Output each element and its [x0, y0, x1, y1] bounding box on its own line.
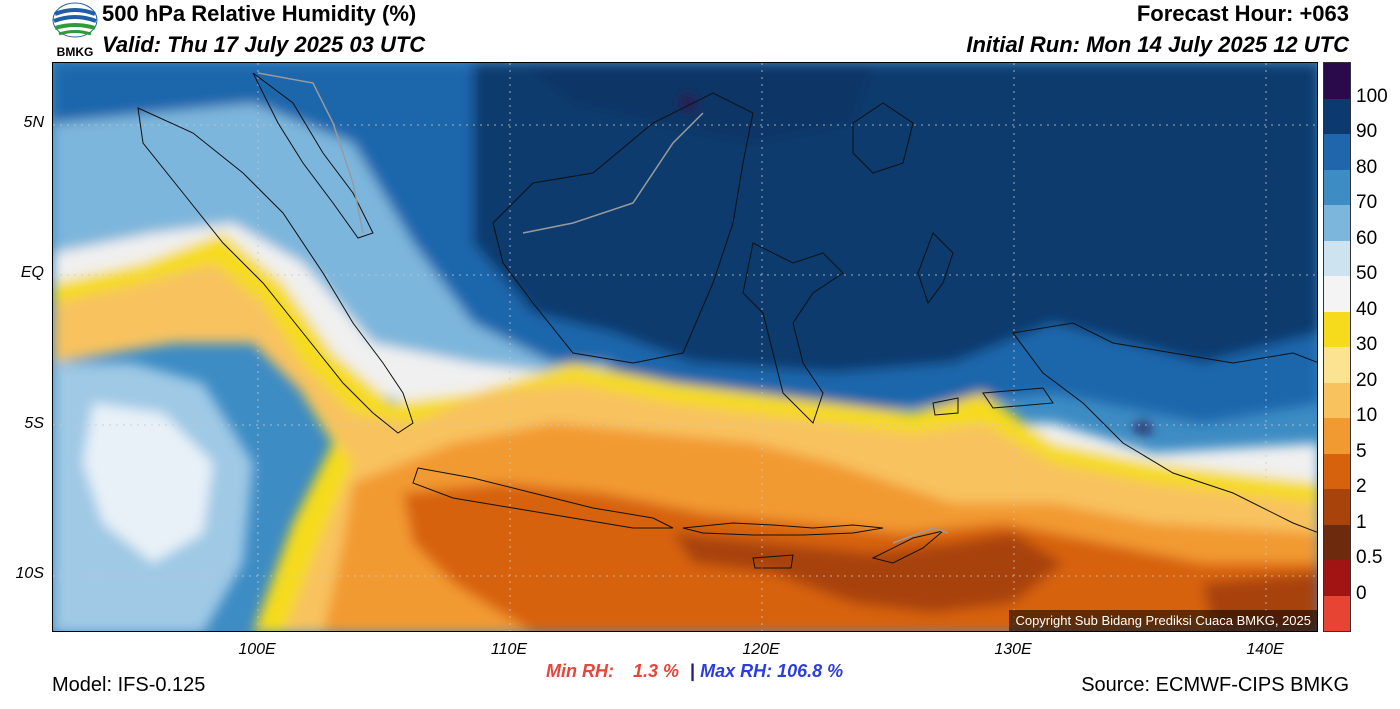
colorbar-label: 70 [1356, 192, 1378, 213]
colorbar-swatch [1324, 453, 1350, 489]
colorbar-swatch [1324, 347, 1350, 383]
max-rh-value: 106.8 % [777, 661, 844, 681]
initial-run: Initial Run: Mon 14 July 2025 12 UTC [966, 32, 1349, 57]
stats-separator: | [690, 661, 696, 681]
lat-label: 5N [23, 114, 44, 131]
colorbar-swatch [1324, 134, 1350, 170]
model-label: Model: IFS-0.125 [52, 674, 206, 696]
lon-label: 140E [1246, 641, 1284, 658]
colorbar-label: 0 [1356, 582, 1367, 604]
lon-label: 110E [490, 641, 528, 658]
colorbar-label: 0.5 [1356, 547, 1383, 568]
lon-label: 120E [742, 641, 780, 658]
rh-stats: Min RH: 1.3 % | Max RH: 106.8 % [546, 661, 843, 682]
colorbar-swatch [1324, 418, 1350, 454]
lon-label: 130E [994, 641, 1032, 658]
coastlines [137, 72, 1317, 569]
max-rh-label: Max RH: [700, 661, 773, 681]
colorbar-swatch [1324, 169, 1350, 205]
colorbar-swatch [1324, 560, 1350, 596]
colorbar-label: 10 [1356, 405, 1378, 426]
colorbar-label: 5 [1356, 440, 1367, 462]
colorbar-label: 40 [1356, 298, 1378, 320]
humidity-field [53, 63, 1317, 631]
source-label: Source: ECMWF-CIPS BMKG [1081, 674, 1349, 696]
min-rh-label: Min RH: [546, 661, 614, 681]
lat-label: 5S [24, 415, 44, 432]
colorbar-swatch [1324, 240, 1350, 276]
colorbar-swatch [1324, 524, 1350, 560]
lat-label: EQ [20, 264, 44, 281]
forecast-hour: Forecast Hour: +063 [1136, 1, 1349, 26]
colorbar-label: 60 [1356, 227, 1378, 249]
lat-label: 10S [15, 565, 44, 582]
colorbar-label: 2 [1356, 476, 1367, 497]
bmkg-logo: BMKG [52, 2, 98, 60]
logo-text: BMKG [56, 45, 94, 59]
colorbar [1323, 62, 1351, 632]
colorbar-swatch [1324, 205, 1350, 241]
colorbar-label: 100 [1356, 85, 1388, 107]
colorbar-label: 80 [1356, 156, 1378, 178]
colorbar-label: 30 [1356, 334, 1378, 355]
min-rh-value: 1.3 % [633, 661, 680, 681]
colorbar-label: 20 [1356, 369, 1378, 391]
colorbar-label: 90 [1356, 121, 1378, 142]
colorbar-swatch [1324, 276, 1350, 312]
colorbar-swatch [1324, 63, 1350, 99]
lon-label: 100E [238, 641, 276, 658]
colorbar-swatch [1324, 382, 1350, 418]
colorbar-label: 1 [1356, 511, 1367, 533]
page-title: 500 hPa Relative Humidity (%) [102, 1, 417, 26]
colorbar-swatch [1324, 489, 1350, 525]
colorbar-label: 50 [1356, 263, 1378, 284]
copyright-notice: Copyright Sub Bidang Prediksi Cuaca BMKG… [1009, 610, 1317, 631]
colorbar-swatch [1324, 595, 1350, 631]
humidity-map: Copyright Sub Bidang Prediksi Cuaca BMKG… [52, 62, 1318, 632]
colorbar-swatch [1324, 311, 1350, 347]
valid-time: Valid: Thu 17 July 2025 03 UTC [102, 32, 426, 57]
colorbar-swatch [1324, 98, 1350, 134]
